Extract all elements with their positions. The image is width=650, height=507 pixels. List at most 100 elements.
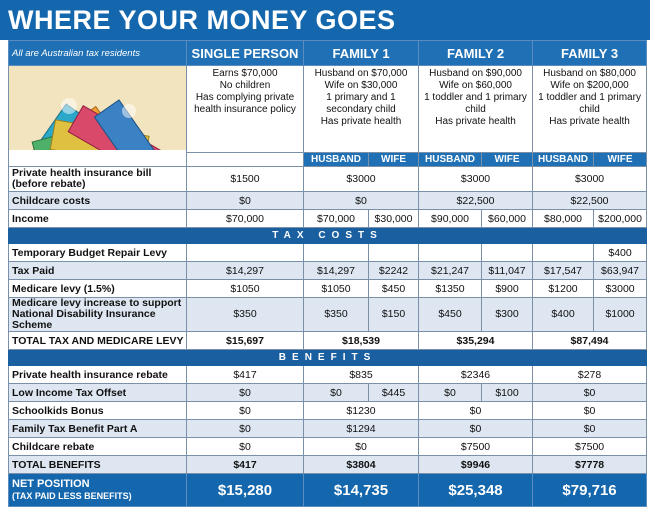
- cell: $0: [186, 419, 304, 438]
- cell: $0: [532, 401, 648, 420]
- cell: $80,000: [532, 209, 595, 228]
- row-label: Private health insurance bill (before re…: [8, 166, 187, 192]
- desc-line: 1 primary and 1 secondary child: [326, 92, 396, 115]
- cell: $350: [303, 297, 369, 332]
- cell: $1200: [532, 279, 595, 298]
- row-label: Tax Paid: [8, 261, 187, 280]
- table-row: Low Income Tax Offset $0 $0 $445 $0 $100…: [8, 383, 648, 402]
- cell: [303, 243, 369, 262]
- total-tax-row: TOTAL TAX AND MEDICARE LEVY $15,697 $18,…: [8, 331, 648, 350]
- cell: $900: [481, 279, 534, 298]
- table-row: Temporary Budget Repair Levy $400: [8, 243, 648, 262]
- desc-family-1: Husband on $70,000 Wife on $30,000 1 pri…: [302, 65, 420, 153]
- cell: $3000: [302, 166, 420, 192]
- desc-single: Earns $70,000 No children Has complying …: [186, 65, 304, 153]
- cell: [367, 243, 420, 262]
- net-family-2: $25,348: [418, 473, 534, 507]
- row-label: TOTAL TAX AND MEDICARE LEVY: [8, 331, 187, 350]
- col-family-1: FAMILY 1: [302, 40, 420, 66]
- cell: $1500: [186, 166, 304, 192]
- row-label: Schoolkids Bonus: [8, 401, 187, 420]
- cell: $100: [481, 383, 534, 402]
- cell: $417: [186, 365, 304, 384]
- desc-line: Has private health: [320, 116, 402, 127]
- table-row: Medicare levy (1.5%) $1050 $1050 $450 $1…: [8, 279, 648, 298]
- section-title: BENEFITS: [7, 349, 648, 366]
- row-label: Family Tax Benefit Part A: [8, 419, 187, 438]
- table-row: Childcare rebate $0 $0 $7500 $7500: [8, 437, 648, 456]
- row-label: Income: [8, 209, 187, 228]
- desc-line: Wife on $60,000: [439, 80, 512, 91]
- husband-label: HUSBAND: [532, 152, 595, 167]
- net-single: $15,280: [186, 473, 304, 507]
- section-title: TAX COSTS: [7, 227, 648, 244]
- cell: $0: [302, 191, 420, 210]
- cell: $0: [186, 437, 304, 456]
- desc-line: Wife on $200,000: [550, 80, 629, 91]
- cell: $0: [532, 383, 648, 402]
- money-table: All are Australian tax residents SINGLE …: [7, 40, 648, 507]
- col-family-2: FAMILY 2: [418, 40, 534, 66]
- section-tax-costs: TAX COSTS: [7, 227, 648, 244]
- desc-line: Earns $70,000: [212, 68, 278, 79]
- desc-family-2: Husband on $90,000 Wife on $60,000 1 tod…: [418, 65, 534, 153]
- total-benefits-row: TOTAL BENEFITS $417 $3804 $9946 $7778: [8, 455, 648, 474]
- cell: $450: [418, 297, 483, 332]
- money-image-cell: [8, 65, 187, 167]
- cell: $7500: [418, 437, 534, 456]
- cell: $9946: [418, 455, 534, 474]
- husband-label: HUSBAND: [303, 152, 369, 167]
- cell: $1230: [302, 401, 420, 420]
- cell: $3000: [593, 279, 648, 298]
- desc-line: Has private health: [549, 116, 630, 127]
- table-row: Medicare levy increase to support Nation…: [8, 297, 648, 332]
- table-row: Private health insurance bill (before re…: [8, 166, 648, 192]
- row-label: TOTAL BENEFITS: [8, 455, 187, 474]
- cell: $11,047: [481, 261, 534, 280]
- cell: $400: [593, 243, 648, 262]
- banknotes-image: [9, 66, 186, 150]
- cell: $0: [303, 383, 369, 402]
- table-row: Childcare costs $0 $0 $22,500 $22,500: [8, 191, 648, 210]
- cell: [186, 243, 304, 262]
- cell: [532, 243, 595, 262]
- row-label: Medicare levy (1.5%): [8, 279, 187, 298]
- desc-line: Husband on $80,000: [543, 68, 636, 79]
- cell: $15,697: [186, 331, 304, 350]
- residents-note: All are Australian tax residents: [8, 40, 187, 66]
- cell: $2242: [367, 261, 420, 280]
- table-row: Income $70,000 $70,000 $30,000 $90,000 $…: [8, 209, 648, 228]
- cell: $0: [418, 419, 534, 438]
- cell: $400: [532, 297, 595, 332]
- cell: $445: [367, 383, 420, 402]
- row-label: Childcare costs: [8, 191, 187, 210]
- cell: $0: [418, 401, 534, 420]
- desc-line: 1 toddler and 1 primary child: [538, 92, 641, 115]
- header-row: All are Australian tax residents SINGLE …: [8, 40, 648, 66]
- col-single-person: SINGLE PERSON: [186, 40, 304, 66]
- net-position-row: NET POSITION (TAX PAID LESS BENEFITS) $1…: [8, 473, 648, 507]
- cell: $1350: [418, 279, 483, 298]
- cell: $14,297: [186, 261, 304, 280]
- net-sublabel: (TAX PAID LESS BENEFITS): [12, 491, 132, 501]
- subheader-row: HUSBAND WIFE HUSBAND WIFE HUSBAND WIFE: [9, 152, 648, 167]
- desc-family-3: Husband on $80,000 Wife on $200,000 1 to…: [532, 65, 648, 153]
- cell: $3000: [418, 166, 534, 192]
- section-benefits: BENEFITS: [7, 349, 648, 366]
- cell: $18,539: [302, 331, 420, 350]
- cell: $14,297: [303, 261, 369, 280]
- cell: $0: [186, 401, 304, 420]
- cell: $0: [186, 191, 304, 210]
- cell: $17,547: [532, 261, 595, 280]
- table-row: Private health insurance rebate $417 $83…: [8, 365, 648, 384]
- cell: $0: [418, 383, 483, 402]
- table-row: Schoolkids Bonus $0 $1230 $0 $0: [8, 401, 648, 420]
- cell: $21,247: [418, 261, 483, 280]
- cell: $350: [186, 297, 304, 332]
- cell: $0: [186, 383, 304, 402]
- desc-line: Husband on $90,000: [429, 68, 522, 79]
- row-label: Private health insurance rebate: [8, 365, 187, 384]
- row-label: Low Income Tax Offset: [8, 383, 187, 402]
- cell: $60,000: [481, 209, 534, 228]
- cell: [481, 243, 534, 262]
